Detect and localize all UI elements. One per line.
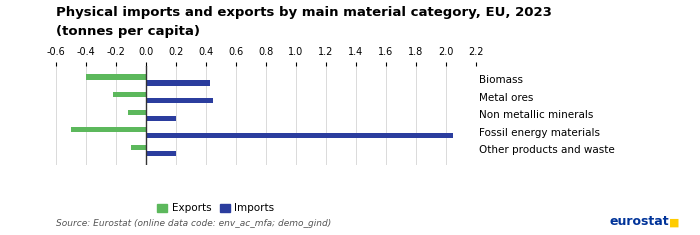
Text: ■: ■ (668, 218, 679, 228)
Bar (146, 116, 176, 121)
Bar (146, 151, 176, 156)
Text: eurostat: eurostat (609, 215, 668, 228)
Text: Physical imports and exports by main material category, EU, 2023: Physical imports and exports by main mat… (56, 6, 552, 19)
Bar (131, 145, 146, 150)
Legend: Exports, Imports: Exports, Imports (153, 199, 279, 218)
Text: Other products and waste: Other products and waste (479, 145, 615, 155)
Bar (146, 98, 214, 103)
Bar (128, 110, 146, 115)
Bar (146, 133, 454, 138)
Text: Source: Eurostat (online data code: env_ac_mfa; demo_gind): Source: Eurostat (online data code: env_… (56, 219, 331, 228)
Bar (146, 80, 211, 86)
Bar (86, 74, 146, 79)
Bar (71, 127, 146, 133)
Text: Fossil energy materials: Fossil energy materials (479, 128, 600, 138)
Text: Biomass: Biomass (479, 75, 523, 85)
Text: Non metallic minerals: Non metallic minerals (479, 110, 594, 120)
Bar (113, 92, 146, 97)
Text: (tonnes per capita): (tonnes per capita) (56, 25, 200, 38)
Text: Metal ores: Metal ores (479, 93, 533, 102)
